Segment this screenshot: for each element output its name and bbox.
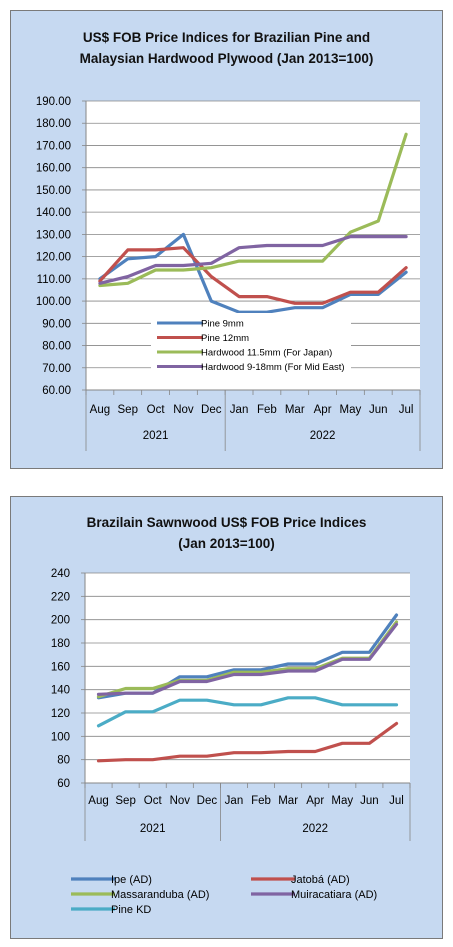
year-group-label: 2022 — [302, 823, 328, 835]
x-tick-label: Jul — [399, 404, 414, 416]
legend-label: Muiracatiara (AD) — [291, 889, 377, 901]
y-tick-label: 80 — [57, 755, 70, 767]
y-tick-label: 140 — [51, 685, 70, 697]
year-group-label: 2021 — [140, 823, 166, 835]
year-group-label: 2021 — [143, 430, 169, 442]
x-tick-label: Nov — [173, 404, 194, 416]
y-tick-label: 150.00 — [36, 185, 71, 197]
series-line — [96, 696, 399, 728]
y-tick-label: 180 — [51, 638, 70, 650]
x-tick-label: Sep — [118, 404, 138, 416]
series-line — [96, 622, 399, 696]
chart-title-line2: Malaysian Hardwood Plywood (Jan 2013=100… — [79, 51, 374, 66]
series-line — [98, 235, 408, 285]
y-tick-label: 110.00 — [37, 274, 71, 286]
x-tick-label: Jun — [360, 795, 379, 807]
x-tick-label: Mar — [278, 795, 298, 807]
chart-title-line2: (Jan 2013=100) — [178, 536, 275, 551]
legend-label: Jatobá (AD) — [291, 874, 350, 886]
legend-box — [151, 313, 351, 387]
x-tick-label: Apr — [314, 404, 332, 416]
x-tick-label: Jan — [225, 795, 244, 807]
x-tick-label: Nov — [170, 795, 191, 807]
x-tick-label: Dec — [201, 404, 222, 416]
y-tick-label: 140.00 — [36, 207, 71, 219]
x-tick-label: Feb — [257, 404, 277, 416]
chart-panel-sawnwood: Brazilain Sawnwood US$ FOB Price Indices… — [10, 496, 443, 939]
x-tick-label: Aug — [88, 795, 108, 807]
y-tick-label: 220 — [51, 591, 70, 603]
x-tick-label: Oct — [147, 404, 166, 416]
y-tick-label: 170.00 — [36, 140, 71, 152]
y-tick-label: 120.00 — [36, 252, 71, 264]
x-tick-label: Feb — [251, 795, 271, 807]
plot-area — [85, 573, 410, 783]
y-tick-label: 200 — [51, 615, 70, 627]
y-tick-label: 70.00 — [42, 363, 71, 375]
y-tick-label: 160.00 — [36, 163, 71, 175]
legend-label: Hardwood 9-18mm (For Mid East) — [201, 362, 345, 373]
legend-label: Ipe (AD) — [111, 874, 152, 886]
x-tick-label: May — [340, 404, 362, 416]
y-tick-label: 180.00 — [36, 118, 71, 130]
x-tick-label: Jan — [230, 404, 249, 416]
legend-label: Pine KD — [111, 904, 151, 916]
x-tick-label: Mar — [285, 404, 305, 416]
y-tick-label: 100.00 — [36, 296, 71, 308]
y-tick-label: 100 — [51, 731, 70, 743]
series-line — [98, 246, 408, 305]
series-line — [98, 232, 408, 314]
x-tick-label: May — [331, 795, 353, 807]
y-tick-label: 120 — [51, 708, 70, 720]
x-tick-label: Apr — [306, 795, 324, 807]
x-tick-label: Oct — [144, 795, 163, 807]
x-tick-label: Dec — [197, 795, 218, 807]
y-tick-label: 90.00 — [42, 318, 71, 330]
sawnwood-price-chart: 60 80 100 120 140 160 180 200 220 240 Aug Sep Oct Nov… — [51, 568, 411, 916]
legend-label: Pine 12mm — [201, 333, 249, 344]
x-tick-label: Jul — [389, 795, 404, 807]
legend-label: Massaranduba (AD) — [111, 889, 209, 901]
y-tick-label: 130.00 — [36, 229, 71, 241]
plywood-price-chart: 60.00 70.00 80.00 90.00 100.00 110.00 120.00 13… — [36, 96, 421, 451]
year-group-label: 2022 — [310, 430, 336, 442]
chart-title-line1: US$ FOB Price Indices for Brazilian Pine… — [82, 30, 371, 45]
y-tick-label: 60.00 — [42, 385, 71, 397]
y-tick-label: 160 — [51, 661, 70, 673]
series-line — [96, 721, 399, 763]
chart-panel-plywood: US$ FOB Price Indices for Brazilian Pine… — [10, 10, 443, 469]
y-tick-label: 190.00 — [36, 96, 71, 108]
chart-title-line1: Brazilain Sawnwood US$ FOB Price Indices — [86, 515, 367, 530]
legend-label: Hardwood 11.5mm (For Japan) — [201, 348, 332, 359]
x-tick-label: Aug — [90, 404, 110, 416]
y-tick-label: 80.00 — [42, 341, 71, 353]
x-tick-label: Sep — [115, 795, 135, 807]
x-tick-label: Jun — [369, 404, 388, 416]
series-line — [98, 132, 408, 288]
y-tick-label: 240 — [51, 568, 70, 580]
legend-label: Pine 9mm — [201, 319, 244, 330]
y-tick-label: 60 — [57, 778, 70, 790]
